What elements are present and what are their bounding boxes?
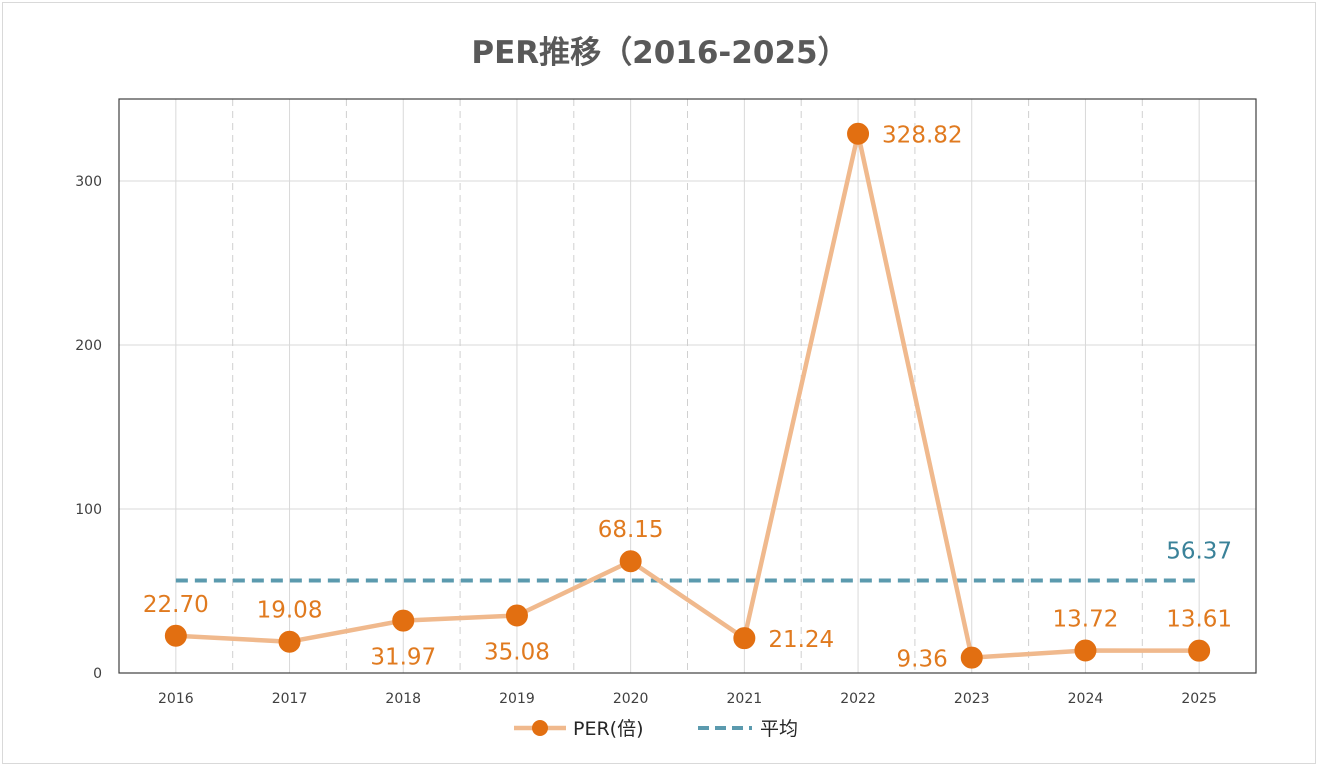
per-data-label: 31.97 [370, 645, 436, 671]
y-tick-label: 300 [75, 174, 102, 190]
x-tick-label: 2019 [499, 691, 535, 707]
legend-average-label: 平均 [760, 718, 798, 740]
per-data-label: 9.36 [897, 647, 948, 673]
x-tick-label: 2016 [158, 691, 194, 707]
per-marker [392, 609, 415, 632]
x-tick-label: 2023 [954, 691, 990, 707]
axis-labels: 0 100 200 300 2016 2017 2018 2019 2020 2021 2022 20… [75, 174, 1217, 707]
per-line [175, 131, 1200, 660]
per-data-label: 35.08 [484, 639, 550, 665]
per-data-label: 22.70 [143, 592, 209, 618]
x-tick-label: 2024 [1068, 691, 1104, 707]
average-series: 56.37 [175, 539, 1232, 583]
legend-per-label: PER(倍) [573, 718, 644, 740]
x-tick-label: 2020 [613, 691, 649, 707]
plot-area-border [118, 98, 1257, 674]
y-tick-label: 0 [93, 666, 102, 682]
per-marker [278, 630, 301, 653]
per-data-label: 68.15 [598, 517, 664, 543]
average-data-label: 56.37 [1166, 539, 1232, 565]
per-marker [619, 550, 642, 573]
x-tick-label: 2021 [727, 691, 763, 707]
x-tick-label: 2025 [1181, 691, 1217, 707]
chart-title: PER推移（2016-2025） [471, 35, 848, 71]
per-data-label: 21.24 [768, 627, 834, 653]
per-marker [505, 604, 528, 627]
per-marker [1074, 639, 1097, 662]
per-data-label: 13.72 [1053, 606, 1119, 632]
legend: PER(倍) 平均 [514, 718, 798, 740]
grid-layer [119, 99, 1256, 673]
per-data-label: 19.08 [257, 598, 323, 624]
x-tick-label: 2022 [840, 691, 876, 707]
per-marker [960, 646, 983, 669]
per-marker [733, 627, 756, 650]
per-data-label: 13.61 [1166, 607, 1232, 633]
x-tick-label: 2017 [272, 691, 308, 707]
per-marker [847, 122, 870, 145]
y-tick-label: 100 [75, 502, 102, 518]
per-marker [1188, 639, 1211, 662]
per-marker [164, 624, 187, 647]
x-tick-label: 2018 [385, 691, 421, 707]
y-tick-label: 200 [75, 338, 102, 354]
legend-per-marker [532, 720, 548, 736]
per-series: 22.70 19.08 31.97 35.08 68.15 21.24 328.82 9.36… [143, 122, 1232, 673]
per-data-label: 328.82 [882, 123, 962, 149]
